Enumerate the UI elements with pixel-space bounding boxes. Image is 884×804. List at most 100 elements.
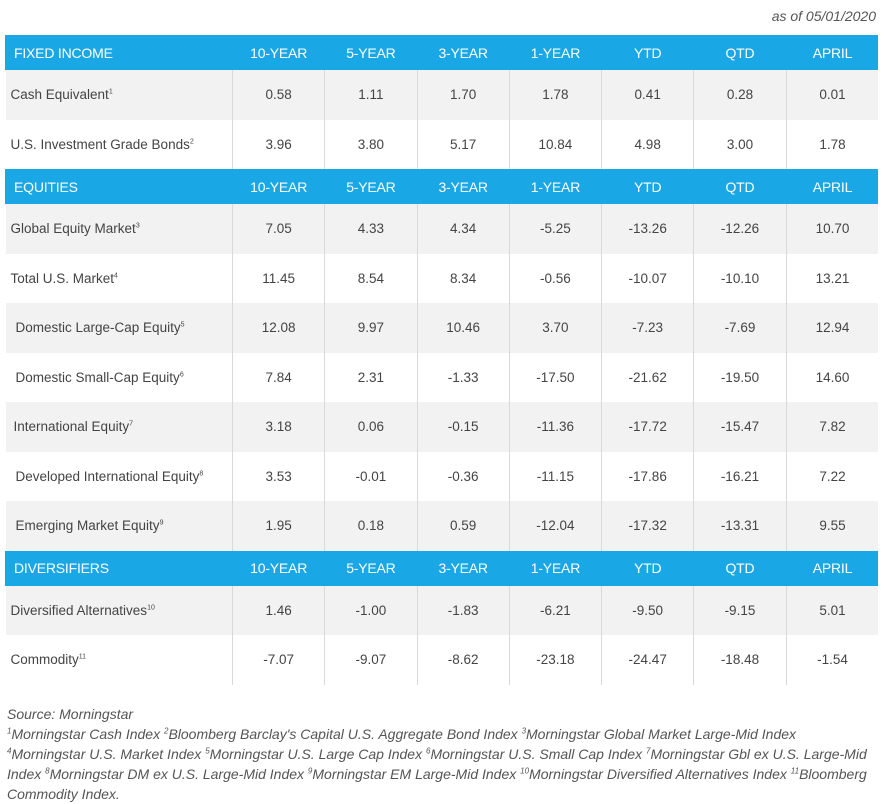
table-row: Diversified Alternatives10 1.46 -1.00 -1.83… xyxy=(5,585,879,635)
column-header: YTD xyxy=(601,169,694,204)
table-cell: 7.84 xyxy=(231,352,325,402)
column-header: YTD xyxy=(601,35,694,70)
section-title: FIXED INCOME xyxy=(5,35,233,70)
row-label: U.S. Investment Grade Bonds2 xyxy=(10,136,194,152)
column-header: APRIL xyxy=(785,169,879,204)
table-cell: 10.46 xyxy=(416,303,510,353)
row-label: Diversified Alternatives10 xyxy=(5,585,233,635)
table-cell: 4.34 xyxy=(416,204,510,254)
source-line: Source: Morningstar xyxy=(7,706,134,722)
footnote-number: 5 xyxy=(205,746,210,756)
footnote-marker: 3 xyxy=(135,222,140,230)
table-cell: -15.47 xyxy=(693,402,787,452)
table-cell: 2.31 xyxy=(324,352,418,402)
table-cell: 7.05 xyxy=(231,204,325,254)
column-header: QTD xyxy=(693,550,787,586)
table-row: Global Equity Market3 7.05 4.33 4.34 -5.25 -1… xyxy=(5,204,879,254)
table-cell: -12.04 xyxy=(508,501,602,551)
table-cell: 7.82 xyxy=(785,402,879,452)
table-row: Cash Equivalent1 0.58 1.11 1.70 1.78 0.41 0.28… xyxy=(5,70,879,120)
table-cell: 10.70 xyxy=(785,204,879,254)
column-header: APRIL xyxy=(785,35,879,70)
table-cell: -24.47 xyxy=(601,635,694,685)
table-cell: 3.18 xyxy=(231,402,325,452)
table-cell: -13.31 xyxy=(693,501,787,551)
table-cell: 0.06 xyxy=(324,402,418,452)
row-label: International Equity7 xyxy=(5,402,233,452)
footnote-entry: Morningstar DM ex U.S. Large-Mid Index xyxy=(49,766,308,782)
table-cell: 13.21 xyxy=(785,253,879,303)
table-cell: 8.34 xyxy=(416,253,510,303)
footnote-entry: Morningstar U.S. Small Cap Index xyxy=(430,746,646,762)
footnote-number: 3 xyxy=(521,726,527,736)
table-cell: 11.45 xyxy=(231,253,325,303)
as-of-date: as of 05/01/2020 xyxy=(771,8,876,24)
table-cell: 12.08 xyxy=(231,303,325,353)
table-cell: 1.78 xyxy=(508,70,602,120)
table-cell: -16.21 xyxy=(693,451,787,501)
column-header: 3-YEAR xyxy=(416,550,510,586)
footnote-entry: Morningstar Gbl ex U.S. Large-Mid Index xyxy=(7,746,867,782)
table-row: Total U.S. Market4 11.45 8.54 8.34 -0.56 -10.… xyxy=(6,253,879,303)
table-cell: -17.72 xyxy=(601,402,694,452)
footnote-entry: Morningstar Global Market Large-Mid Inde… xyxy=(526,726,797,742)
table-cell: -0.56 xyxy=(508,253,602,303)
table-cell: 0.01 xyxy=(785,70,879,120)
table-cell: 9.55 xyxy=(785,501,879,551)
table-cell: -0.15 xyxy=(416,402,510,452)
footnote-number: 6 xyxy=(426,746,431,756)
row-label: Emerging Market Equity9 xyxy=(5,501,233,551)
footnote-marker: 11 xyxy=(78,653,87,661)
column-header: 10-YEAR xyxy=(231,550,325,586)
table-cell: -10.07 xyxy=(601,253,694,303)
table-cell: -12.26 xyxy=(693,204,787,254)
table-cell: 1.95 xyxy=(231,501,325,551)
footnote-marker: 8 xyxy=(199,470,204,478)
column-header: APRIL xyxy=(785,550,879,586)
table-cell: 4.98 xyxy=(601,119,694,169)
footnote-entry: Bloomberg Commodity Index. xyxy=(7,766,867,802)
footnote-marker: 7 xyxy=(129,420,133,428)
section-header: EQUITIES 10-YEAR 5-YEAR 3-YEAR 1-YEAR YTD QTD A… xyxy=(5,169,879,204)
footnote-entry: Morningstar EM Large-Mid Index xyxy=(312,766,521,782)
table-cell: -9.07 xyxy=(324,635,418,685)
table-cell: -13.26 xyxy=(601,204,694,254)
footnote-marker: 6 xyxy=(179,371,184,379)
table-cell: -0.36 xyxy=(416,451,510,501)
table-cell: -11.15 xyxy=(508,451,602,501)
table-cell: -0.01 xyxy=(324,451,418,501)
table-cell: -1.54 xyxy=(785,635,879,685)
table-cell: -1.00 xyxy=(324,585,418,635)
column-header: QTD xyxy=(693,35,787,70)
column-header: 5-YEAR xyxy=(324,169,418,204)
section-title: DIVERSIFIERS xyxy=(5,550,233,586)
table-cell: -17.86 xyxy=(601,451,694,501)
footnote-entry: Bloomberg Barclay's Capital U.S. Aggrega… xyxy=(168,726,522,742)
table-cell: -11.36 xyxy=(508,402,602,452)
footnote-marker: 5 xyxy=(180,321,185,329)
footnote-entry: Morningstar Cash Index xyxy=(11,726,164,742)
column-header: 5-YEAR xyxy=(324,35,418,70)
footnote-number: 11 xyxy=(790,766,800,776)
footnote-number: 7 xyxy=(645,746,651,756)
table-cell: 0.58 xyxy=(231,70,325,120)
footnotes: Source: Morningstar 1Morningstar Cash In… xyxy=(7,704,877,804)
column-header: 1-YEAR xyxy=(508,550,602,586)
table-cell: 8.54 xyxy=(324,253,418,303)
footnote-number: 1 xyxy=(7,726,12,736)
footnote-number: 8 xyxy=(45,766,50,776)
table-cell: -8.62 xyxy=(416,635,510,685)
table-cell: 0.18 xyxy=(324,501,418,551)
table-cell: -7.23 xyxy=(601,303,694,353)
table-cell: 3.70 xyxy=(508,303,602,353)
column-header: 1-YEAR xyxy=(508,35,602,70)
table-cell: 5.01 xyxy=(785,585,879,635)
table-cell: 0.41 xyxy=(601,70,694,120)
table-row: International Equity7 3.18 0.06 -0.15 -11.36… xyxy=(5,402,879,452)
footnote-marker: 2 xyxy=(189,138,194,146)
table-cell: 0.28 xyxy=(693,70,787,120)
footnote-number: 4 xyxy=(7,746,12,756)
table-cell: -7.69 xyxy=(693,303,787,353)
table-cell: -9.15 xyxy=(693,585,787,635)
table-row: Developed International Equity8 3.53 -0.01… xyxy=(6,451,879,501)
